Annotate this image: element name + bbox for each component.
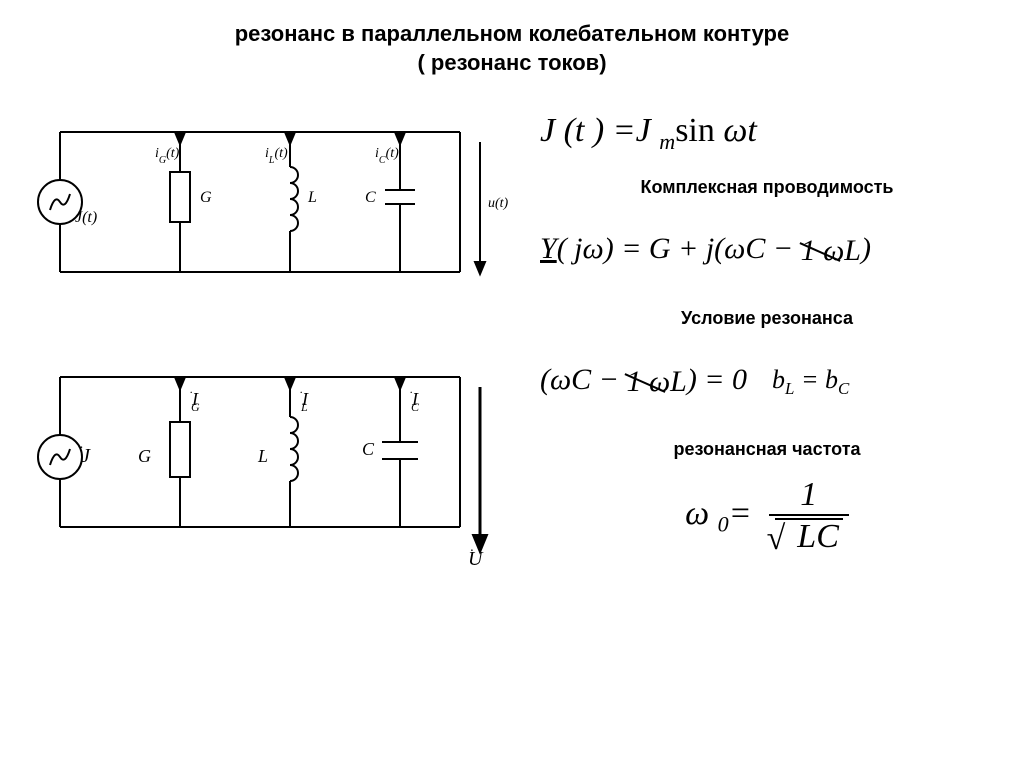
heading-res-freq: резонансная частота [540,439,994,460]
eq3b-C: C [838,379,849,398]
circuit2-svg: J. I.G I.L I.C G L C U. [30,347,510,567]
eq4-zero: 0 [718,512,729,537]
title-line2: ( резонанс токов) [417,50,606,75]
page-title: резонанс в параллельном колебательном ко… [30,20,994,77]
circuit-time-domain: J(t) iG(t) iL(t) iC(t) G L C u(t) [30,102,510,307]
eq-resonance-row: (ωC − 1 ωL ) = 0 bL = bC [540,337,994,427]
heading-admittance: Комплексная проводимость [540,177,994,198]
c1-G: G [200,189,212,206]
eq-resonance-condition: (ωC − 1 ωL ) = 0 [540,347,747,417]
eq-admittance: Y( jω) = G + j(ωC − 1 ωL ) [540,216,994,286]
c1-C: C [365,189,376,206]
eq4-LC: LC [797,518,839,555]
eq4-omega: ω [685,495,709,532]
eq1-J: J [636,112,651,149]
heading-resonance-cond: Условие резонанса [540,308,994,329]
eq2-arg: ( jω) [557,232,614,265]
eq1-m: m [659,129,675,154]
title-line1: резонанс в параллельном колебательном ко… [235,21,790,46]
c1-source-label: J(t) [75,209,97,226]
circuit-phasor-domain: J. I.G I.L I.C G L C U. [30,347,510,572]
c1-iC: iC(t) [375,146,399,166]
c2-G: G [138,446,151,466]
eq2-Y: Y [540,232,557,265]
eq2-num: 1 [801,234,816,286]
content-row: J(t) iG(t) iL(t) iC(t) G L C u(t) [30,102,994,572]
eq3-open: (ωC − [540,363,619,396]
eq1-lhs: J (t ) = [540,112,636,149]
eq-resonant-frequency: ω 0= 1 √LC [540,478,994,554]
eq4-fraction: 1 √LC [769,478,849,554]
eq3b-eq: = [794,365,825,394]
c1-iL: iL(t) [265,146,288,166]
c1-iG: iG(t) [155,146,180,166]
eq4-eq: = [729,495,752,532]
equations-column: J (t ) =J msin ωt Комплексная проводимос… [540,102,994,572]
c2-source-label: J. [80,437,91,467]
eq-current-source: J (t ) =J msin ωt [540,112,994,155]
eq1-wt: ωt [723,112,756,149]
c2-iL: I.L [300,382,309,414]
eq2-den: ωL [823,216,861,268]
circuit1-svg: J(t) iG(t) iL(t) iC(t) G L C u(t) [30,102,510,302]
eq3-num: 1 [626,365,641,417]
circuits-column: J(t) iG(t) iL(t) iC(t) G L C u(t) [30,102,510,572]
eq3-den: ωL [649,347,687,399]
c2-iC: I.C [410,382,420,414]
eq3b-bC: b [825,365,838,394]
c2-iG: I.G [190,382,200,414]
c2-C: C [362,439,375,459]
eq4-den: √LC [769,516,849,554]
eq3b-bL: b [772,365,785,394]
eq2-body: = G + j(ωC − [621,232,793,265]
c1-L: L [307,189,317,206]
eq4-num: 1 [769,478,849,516]
c2-L: L [257,446,268,466]
c1-u: u(t) [488,196,509,211]
eq-bL-eq-bC: bL = bC [772,365,849,399]
eq2-close: ) [861,232,871,265]
eq1-sin: sin [675,112,715,149]
eq3-close: ) = 0 [687,363,747,396]
